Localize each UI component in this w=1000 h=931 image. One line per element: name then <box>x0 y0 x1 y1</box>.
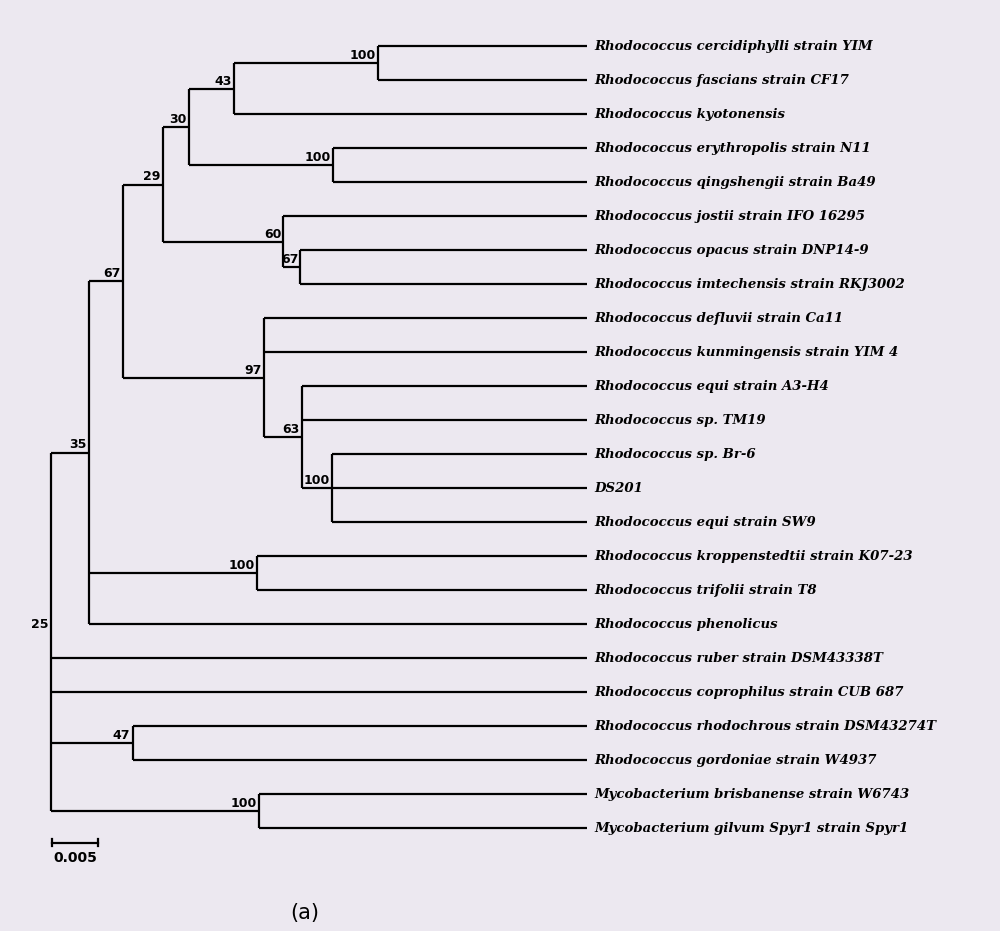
Text: Rhodococcus sp. Br-6: Rhodococcus sp. Br-6 <box>595 448 756 461</box>
Text: Mycobacterium brisbanense strain W6743: Mycobacterium brisbanense strain W6743 <box>595 788 910 801</box>
Text: Rhodococcus gordoniae strain W4937: Rhodococcus gordoniae strain W4937 <box>595 754 877 767</box>
Text: 35: 35 <box>70 439 87 452</box>
Text: 100: 100 <box>350 49 376 62</box>
Text: Rhodococcus kunmingensis strain YIM 4: Rhodococcus kunmingensis strain YIM 4 <box>595 346 899 359</box>
Text: Rhodococcus equi strain A3-H4: Rhodococcus equi strain A3-H4 <box>595 380 829 393</box>
Text: Rhodococcus trifolii strain T8: Rhodococcus trifolii strain T8 <box>595 584 817 597</box>
Text: Rhodococcus cercidiphylli strain YIM: Rhodococcus cercidiphylli strain YIM <box>595 40 873 53</box>
Text: Rhodococcus ruber strain DSM43338T: Rhodococcus ruber strain DSM43338T <box>595 652 884 665</box>
Text: 43: 43 <box>215 74 232 88</box>
Text: Mycobacterium gilvum Spyr1 strain Spyr1: Mycobacterium gilvum Spyr1 strain Spyr1 <box>595 822 909 835</box>
Text: 100: 100 <box>305 151 331 164</box>
Text: Rhodococcus phenolicus: Rhodococcus phenolicus <box>595 618 778 631</box>
Text: 100: 100 <box>228 560 255 572</box>
Text: Rhodococcus fascians strain CF17: Rhodococcus fascians strain CF17 <box>595 74 850 87</box>
Text: Rhodococcus erythropolis strain N11: Rhodococcus erythropolis strain N11 <box>595 142 871 155</box>
Text: Rhodococcus sp. TM19: Rhodococcus sp. TM19 <box>595 414 766 427</box>
Text: 63: 63 <box>283 423 300 436</box>
Text: 97: 97 <box>245 363 262 376</box>
Text: 67: 67 <box>103 267 121 280</box>
Text: DS201: DS201 <box>595 482 644 495</box>
Text: 30: 30 <box>169 113 187 126</box>
Text: Rhodococcus qingshengii strain Ba49: Rhodococcus qingshengii strain Ba49 <box>595 176 876 189</box>
Text: 100: 100 <box>304 474 330 487</box>
Text: 25: 25 <box>31 618 48 631</box>
Text: Rhodococcus kyotonensis: Rhodococcus kyotonensis <box>595 108 786 121</box>
Text: 29: 29 <box>143 170 160 183</box>
Text: 67: 67 <box>281 253 298 266</box>
Text: 0.005: 0.005 <box>53 851 97 865</box>
Text: Rhodococcus coprophilus strain CUB 687: Rhodococcus coprophilus strain CUB 687 <box>595 686 904 699</box>
Text: Rhodococcus jostii strain IFO 16295: Rhodococcus jostii strain IFO 16295 <box>595 209 866 223</box>
Text: 60: 60 <box>264 227 281 240</box>
Text: Rhodococcus imtechensis strain RKJ3002: Rhodococcus imtechensis strain RKJ3002 <box>595 277 905 290</box>
Text: Rhodococcus opacus strain DNP14-9: Rhodococcus opacus strain DNP14-9 <box>595 244 869 257</box>
Text: (a): (a) <box>290 903 319 924</box>
Text: Rhodococcus equi strain SW9: Rhodococcus equi strain SW9 <box>595 516 816 529</box>
Text: Rhodococcus rhodochrous strain DSM43274T: Rhodococcus rhodochrous strain DSM43274T <box>595 720 937 733</box>
Text: 100: 100 <box>230 797 256 810</box>
Text: 47: 47 <box>113 729 130 742</box>
Text: Rhodococcus kroppenstedtii strain K07-23: Rhodococcus kroppenstedtii strain K07-23 <box>595 550 913 563</box>
Text: Rhodococcus defluvii strain Ca11: Rhodococcus defluvii strain Ca11 <box>595 312 844 325</box>
